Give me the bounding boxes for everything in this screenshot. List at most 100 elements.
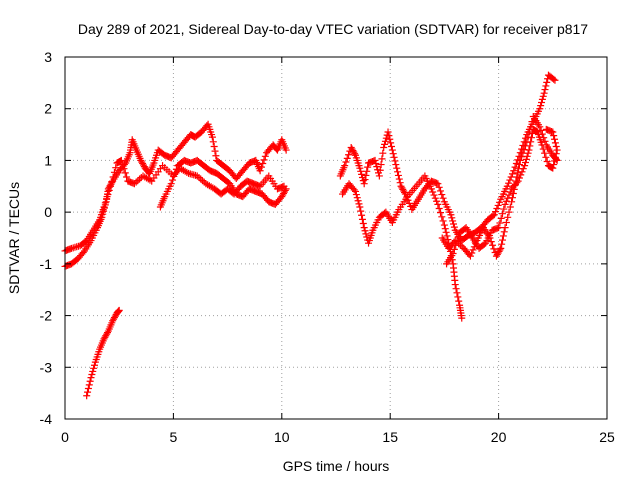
data-point <box>429 188 437 196</box>
data-point <box>373 163 381 171</box>
axis-ticks <box>64 56 608 420</box>
data-point <box>193 172 201 180</box>
data-point <box>454 233 462 241</box>
data-point <box>109 173 117 181</box>
data-point <box>115 306 123 314</box>
data-point <box>499 210 507 218</box>
data-point <box>447 211 455 219</box>
data-point <box>386 135 394 143</box>
data-point <box>551 139 559 147</box>
plot-frame <box>64 56 608 420</box>
data-point <box>393 164 401 172</box>
data-point <box>553 146 561 154</box>
data-point <box>355 200 363 208</box>
data-point <box>452 285 460 293</box>
data-point <box>256 167 264 175</box>
y-tick-label: 2 <box>44 101 52 117</box>
y-tick-label: -3 <box>40 359 53 375</box>
data-point <box>358 215 366 223</box>
data-point <box>376 166 384 174</box>
data-point <box>212 152 220 160</box>
data-point <box>90 361 98 369</box>
data-point <box>536 105 544 113</box>
data-point <box>490 211 498 219</box>
data-point <box>384 128 392 136</box>
data-point <box>112 164 120 172</box>
data-point <box>517 171 525 179</box>
data-point <box>388 146 396 154</box>
data-point <box>501 224 509 232</box>
data-point <box>466 252 474 260</box>
data-point <box>110 168 118 176</box>
data-point <box>551 76 559 84</box>
data-point <box>439 217 447 225</box>
data-point <box>405 199 413 207</box>
data-point <box>101 199 109 207</box>
data-point <box>492 208 500 216</box>
data-point <box>551 153 559 161</box>
data-point <box>352 187 360 195</box>
data-point <box>385 132 393 140</box>
data-point <box>550 132 558 140</box>
data-point <box>552 150 560 158</box>
data-point <box>552 142 560 150</box>
x-tick-label: 25 <box>599 429 615 445</box>
data-point <box>120 165 128 173</box>
data-point <box>495 198 503 206</box>
data-point <box>87 374 95 382</box>
data-point <box>537 102 545 110</box>
data-point <box>103 329 111 337</box>
data-point <box>538 99 546 107</box>
data-point <box>510 167 518 175</box>
data-series <box>336 71 559 245</box>
data-point <box>117 156 125 164</box>
data-point <box>121 169 129 177</box>
data-point <box>435 183 443 191</box>
data-point <box>261 152 269 160</box>
data-point <box>282 146 290 154</box>
data-point <box>394 171 402 179</box>
data-point <box>379 149 387 157</box>
data-point <box>378 155 386 163</box>
data-point <box>359 220 367 228</box>
data-point <box>364 163 372 171</box>
data-point <box>105 186 113 194</box>
data-point <box>542 125 550 133</box>
data-point <box>375 172 383 180</box>
data-point <box>343 154 351 162</box>
data-point <box>389 150 397 158</box>
data-point <box>260 156 268 164</box>
data-point <box>377 161 385 169</box>
data-point <box>172 165 180 173</box>
data-point <box>527 138 535 146</box>
data-point <box>361 176 369 184</box>
data-point <box>453 237 461 245</box>
data-point <box>525 146 533 154</box>
data-point <box>468 249 476 257</box>
data-point <box>502 197 510 205</box>
data-point <box>358 170 366 178</box>
data-point <box>513 179 521 187</box>
data-point <box>480 240 488 248</box>
data-point <box>401 188 409 196</box>
data-point <box>430 191 438 199</box>
data-point <box>84 388 92 396</box>
data-point <box>538 141 546 149</box>
x-tick-labels: 0 5 10 15 20 25 <box>61 429 615 445</box>
data-point <box>521 162 529 170</box>
data-point <box>372 160 380 168</box>
data-points <box>61 71 561 400</box>
data-point <box>362 171 370 179</box>
data-point <box>387 139 395 147</box>
data-point <box>436 187 444 195</box>
data-point <box>497 244 505 252</box>
data-point <box>518 168 526 176</box>
data-point <box>542 82 550 90</box>
data-point <box>281 186 289 194</box>
data-point <box>198 177 206 185</box>
data-point <box>551 157 559 165</box>
data-point <box>108 178 116 186</box>
data-point <box>539 92 547 100</box>
data-point <box>499 236 507 244</box>
